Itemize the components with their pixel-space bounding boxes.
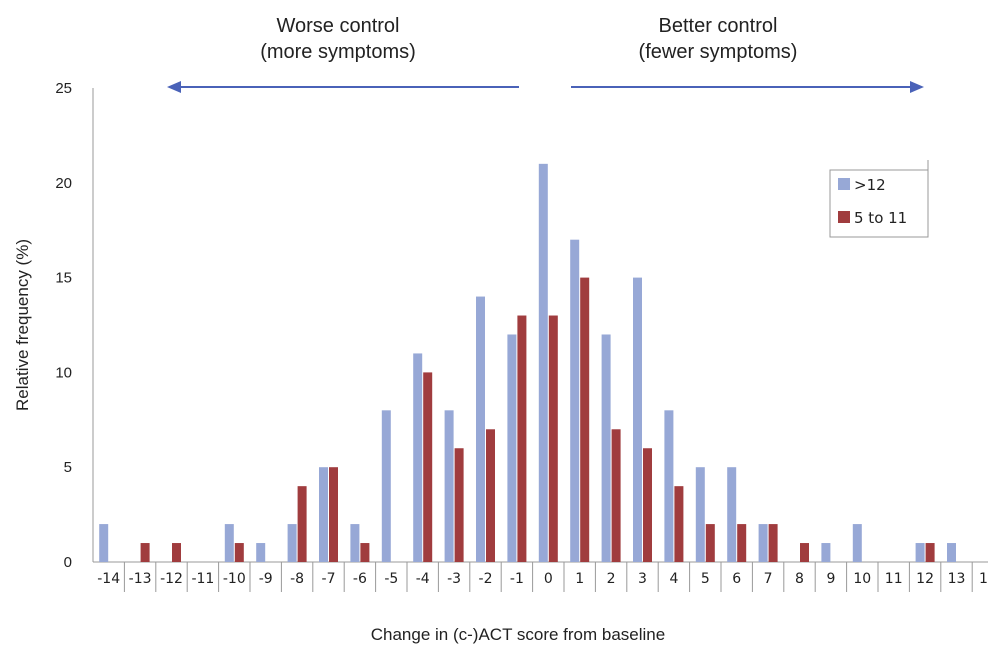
x-tick-label: 13 — [948, 571, 966, 587]
bar-gt12 — [852, 524, 862, 562]
bar-5to11 — [580, 277, 590, 562]
more-symptoms-label: (more symptoms) — [260, 41, 416, 63]
worse-arrow — [167, 81, 519, 93]
bar-gt12 — [99, 524, 109, 562]
x-tick-label: 6 — [732, 571, 741, 587]
bar-5to11 — [548, 315, 558, 562]
legend-swatch-5to11 — [838, 211, 850, 223]
x-tick-label: -12 — [160, 571, 183, 587]
legend-swatch-gt12 — [838, 178, 850, 190]
bar-5to11 — [768, 524, 778, 562]
x-tick-label: -7 — [322, 571, 336, 587]
bar-5to11 — [925, 543, 935, 562]
worse-control-label: Worse control — [276, 15, 399, 37]
x-tick-label: -10 — [223, 571, 246, 587]
bar-gt12 — [538, 163, 548, 562]
bar-5to11 — [360, 543, 370, 562]
bar-5to11 — [643, 448, 652, 562]
bar-gt12 — [256, 543, 266, 562]
y-axis-title: Relative frequency (%) — [13, 239, 32, 411]
x-axis-title: Change in (c-)ACT score from baseline — [371, 625, 665, 644]
bar-gt12 — [287, 524, 297, 562]
bar-gt12 — [350, 524, 360, 562]
x-tick-label: 12 — [916, 571, 934, 587]
bar-5to11 — [329, 467, 338, 562]
bar-5to11 — [611, 429, 621, 562]
x-tick-label: 11 — [885, 571, 903, 587]
x-tick-label: -3 — [447, 571, 461, 587]
bar-gt12 — [381, 410, 391, 562]
better-control-label: Better control — [659, 15, 778, 37]
y-tick-label: 25 — [55, 80, 72, 97]
bar-gt12 — [476, 296, 485, 562]
bars — [99, 163, 956, 562]
bar-5to11 — [486, 429, 495, 562]
x-tick-label: -14 — [97, 571, 120, 587]
y-tick-label: 0 — [64, 554, 72, 571]
y-tick-label: 10 — [55, 364, 72, 381]
legend-label-gt12: >12 — [854, 176, 886, 194]
x-tick-label: -5 — [384, 571, 398, 587]
x-tick-label: 7 — [764, 571, 773, 587]
fewer-symptoms-label: (fewer symptoms) — [639, 41, 798, 63]
bar-gt12 — [695, 467, 705, 562]
bar-gt12 — [727, 467, 737, 562]
legend-label-5to11: 5 to 11 — [854, 209, 907, 227]
bar-gt12 — [821, 543, 831, 562]
bar-5to11 — [800, 543, 809, 562]
y-tick-label: 20 — [55, 175, 72, 192]
bar-5to11 — [234, 543, 244, 562]
bar-gt12 — [601, 334, 611, 562]
x-tick-label: -2 — [479, 571, 493, 587]
legend-border-top — [829, 169, 929, 238]
bar-gt12 — [224, 524, 234, 562]
x-tick-label: 5 — [701, 571, 710, 587]
y-tick-label: 15 — [55, 270, 72, 287]
x-tick-labels: -14 -13 -12 -11 -10 -9 -8 -7 -6 -5 -4 -3 -2 -1 0 1 2 3 4 5 6… — [97, 562, 988, 592]
x-tick-label: -11 — [191, 571, 214, 587]
bar-5to11 — [737, 524, 747, 562]
x-tick-label: 0 — [544, 571, 553, 587]
bar-gt12 — [507, 334, 517, 562]
bar-gt12 — [758, 524, 768, 562]
x-tick-label: -4 — [416, 571, 430, 587]
bar-5to11 — [423, 372, 433, 562]
bar-gt12 — [444, 410, 454, 562]
bar-5to11 — [674, 486, 684, 562]
bar-gt12 — [633, 277, 642, 562]
x-tick-label: -8 — [290, 571, 304, 587]
bar-5to11 — [705, 524, 715, 562]
x-tick-label: 3 — [638, 571, 647, 587]
x-tick-label: 8 — [795, 571, 804, 587]
y-tick-label: 5 — [64, 459, 72, 476]
bar-5to11 — [172, 543, 181, 562]
bar-gt12 — [664, 410, 674, 562]
x-tick-label: 1 — [575, 571, 584, 587]
bar-5to11 — [297, 486, 307, 562]
bar-gt12 — [319, 467, 328, 562]
bar-gt12 — [947, 543, 956, 562]
bar-gt12 — [570, 239, 580, 562]
y-tick-labels: 0 5 10 15 20 25 — [55, 80, 72, 571]
bar-5to11 — [517, 315, 527, 562]
bar-5to11 — [140, 543, 150, 562]
x-tick-label: -6 — [353, 571, 367, 587]
better-arrow — [571, 81, 924, 93]
x-tick-label: -13 — [129, 571, 152, 587]
x-tick-label: 2 — [607, 571, 616, 587]
x-tick-label: 10 — [853, 571, 871, 587]
x-tick-label: 9 — [826, 571, 835, 587]
x-tick-label: 14 — [979, 571, 988, 587]
x-tick-label: 4 — [669, 571, 678, 587]
bar-5to11 — [454, 448, 464, 562]
x-tick-label: -1 — [510, 571, 524, 587]
bar-gt12 — [413, 353, 423, 562]
x-tick-label: -9 — [259, 571, 273, 587]
legend: >12 5 to 11 — [829, 160, 929, 238]
bar-gt12 — [915, 543, 925, 562]
